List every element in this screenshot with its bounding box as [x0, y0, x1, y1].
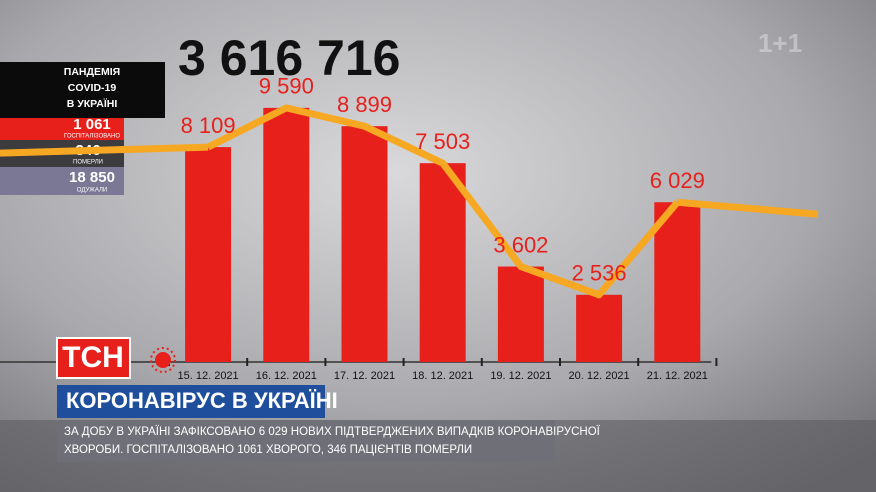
ticker-line: ЗА ДОБУ В УКРАЇНІ ЗАФІКСОВАНО 6 029 НОВИ… — [64, 426, 601, 438]
value-label: 2 536 — [572, 261, 627, 286]
panel-title: ПАНДЕМІЯ — [64, 66, 120, 78]
bar — [263, 107, 310, 363]
value-label: 8 109 — [181, 113, 236, 138]
bar — [419, 163, 466, 362]
panel-title-box — [0, 62, 165, 118]
chart: 15. 12. 2021 16. 12. 2021 17. 12. 2021 18. … — [0, 74, 819, 382]
logo-box — [56, 337, 131, 379]
total-cases: 3 616 716 — [178, 30, 400, 86]
value-label: 7 503 — [415, 129, 470, 154]
value-label: 3 602 — [493, 232, 548, 257]
headline-box — [57, 385, 325, 418]
channel-watermark: 1+1 — [758, 28, 802, 58]
x-tick-label: 19. 12. 2021 — [490, 370, 551, 382]
recovered-label: ОДУЖАЛИ — [77, 188, 107, 194]
died-label: ПОМЕРЛИ — [73, 160, 103, 166]
ticker-line: ХВОРОБИ. ГОСПІТАЛІЗОВАНО 1061 ХВОРОГО, 3… — [64, 444, 472, 456]
panel-title: COVID-19 — [68, 82, 117, 94]
x-tick-label: 20. 12. 2021 — [569, 370, 630, 382]
x-tick-label: 16. 12. 2021 — [256, 370, 317, 382]
bar — [576, 294, 623, 362]
virus-icon-spikes — [150, 347, 176, 373]
hospitalized-value: 1 061 — [73, 116, 111, 133]
bar — [654, 202, 701, 362]
hospitalized-label: ГОСПІТАЛІЗОВАНО — [64, 134, 120, 140]
trend-line-extension — [677, 198, 819, 218]
trend-line — [206, 104, 680, 299]
x-tick-label: 17. 12. 2021 — [334, 370, 395, 382]
x-tick-label: 18. 12. 2021 — [412, 370, 473, 382]
x-tick-label: 21. 12. 2021 — [647, 370, 708, 382]
ticker-box — [57, 420, 555, 462]
recovered-value: 18 850 — [69, 169, 115, 186]
x-tick-label: 15. 12. 2021 — [178, 370, 239, 382]
value-label: 8 899 — [337, 92, 392, 117]
bar — [341, 126, 388, 362]
hospitalized-box — [0, 118, 124, 140]
headline: КОРОНАВІРУС В УКРАЇНІ — [66, 388, 338, 413]
panel-title: В УКРАЇНІ — [67, 97, 118, 110]
trend-line-extension — [0, 143, 209, 157]
bar — [497, 266, 544, 362]
recovered-box — [0, 167, 124, 195]
value-label: 6 029 — [650, 168, 705, 193]
value-label: 9 590 — [259, 74, 314, 99]
logo: ТСН — [62, 341, 124, 374]
virus-icon — [155, 352, 171, 368]
bar — [185, 147, 232, 362]
